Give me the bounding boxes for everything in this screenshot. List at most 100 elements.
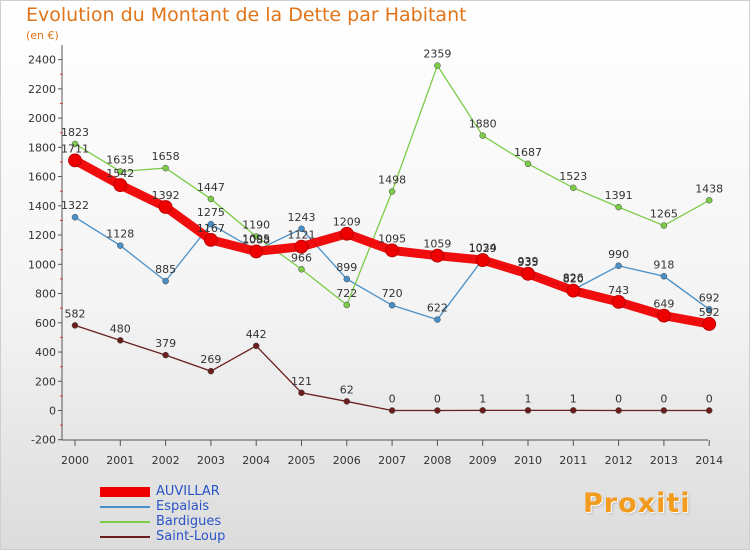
data-label-auvillar: 1711 [61, 142, 89, 155]
data-point-saint-loup [615, 407, 622, 414]
data-point-auvillar [113, 178, 128, 192]
x-tick-label: 2013 [650, 454, 678, 467]
data-label-espalais: 1322 [61, 199, 89, 212]
data-point-espalais [434, 316, 441, 323]
data-label-auvillar: 820 [563, 273, 584, 286]
data-point-espalais [615, 262, 622, 270]
y-tick-label: 600 [35, 317, 56, 330]
data-point-espalais [388, 301, 396, 309]
legend-item-espalais: Espalais [100, 499, 340, 514]
data-point-bardigues [434, 62, 441, 69]
y-tick-label: 2000 [28, 112, 56, 125]
data-label-bardigues: 1190 [242, 219, 270, 232]
data-point-auvillar [294, 239, 309, 254]
data-label-espalais: 990 [608, 248, 629, 261]
data-point-saint-loup [434, 407, 441, 414]
y-tick-label: 1400 [28, 200, 56, 213]
data-label-espalais: 720 [382, 287, 403, 300]
data-point-bardigues [343, 301, 351, 309]
data-point-auvillar [339, 226, 354, 241]
data-label-bardigues: 1635 [106, 153, 134, 166]
data-point-bardigues [71, 140, 79, 148]
data-point-saint-loup [162, 351, 169, 359]
data-point-espalais [660, 273, 668, 280]
data-point-saint-loup [524, 407, 532, 414]
data-point-auvillar [657, 308, 671, 323]
data-label-bardigues: 966 [291, 251, 312, 264]
data-label-bardigues: 1880 [469, 118, 497, 131]
data-point-espalais [117, 242, 124, 249]
data-label-saint-loup: 480 [110, 322, 131, 335]
y-tick-label: 1200 [28, 229, 56, 242]
x-tick-label: 2001 [106, 454, 134, 467]
x-tick-label: 2000 [61, 454, 89, 467]
data-point-saint-loup [252, 342, 260, 350]
data-point-auvillar [566, 283, 581, 298]
data-point-saint-loup [705, 407, 713, 414]
x-tick-label: 2002 [152, 454, 180, 467]
legend-swatch-espalais [100, 506, 150, 508]
legend-label-bardigues: Bardigues [156, 514, 222, 529]
data-point-bardigues [615, 203, 622, 211]
data-label-saint-loup: 0 [660, 393, 667, 406]
y-tick-label: 800 [35, 288, 56, 301]
chart-legend: AUVILLAR Espalais Bardigues Saint-Loup [100, 484, 340, 544]
data-label-saint-loup: 1 [479, 392, 486, 405]
data-label-espalais: 1275 [197, 206, 225, 219]
data-label-saint-loup: 1 [525, 392, 532, 405]
data-point-espalais [298, 225, 305, 233]
y-tick-label: -200 [31, 434, 56, 447]
data-label-espalais: 622 [427, 302, 448, 315]
x-tick-label: 2014 [695, 454, 723, 467]
data-point-auvillar [385, 243, 400, 258]
data-point-auvillar [68, 153, 82, 168]
data-point-auvillar [475, 253, 490, 267]
data-label-bardigues: 1498 [378, 173, 406, 186]
data-label-saint-loup: 0 [434, 393, 441, 406]
data-label-bardigues: 1265 [650, 208, 678, 221]
legend-item-saint-loup: Saint-Loup [100, 529, 340, 544]
data-point-bardigues [524, 160, 532, 168]
data-point-bardigues [252, 233, 260, 240]
data-label-saint-loup: 1 [570, 392, 577, 405]
data-point-saint-loup [207, 367, 215, 375]
legend-label-saint-loup: Saint-Loup [156, 529, 226, 544]
data-label-espalais: 1128 [106, 228, 134, 241]
data-label-saint-loup: 62 [340, 383, 354, 396]
data-label-bardigues: 1438 [695, 182, 723, 195]
data-label-auvillar: 1095 [378, 232, 406, 245]
data-label-saint-loup: 582 [65, 307, 86, 320]
data-point-bardigues [207, 195, 215, 203]
data-label-espalais: 826 [563, 272, 584, 285]
legend-swatch-saint-loup [100, 536, 150, 538]
data-label-espalais: 1095 [242, 232, 270, 245]
data-point-auvillar [702, 317, 717, 331]
data-point-saint-loup [479, 407, 486, 414]
legend-label-auvillar: AUVILLAR [156, 484, 220, 499]
y-tick-label: 400 [35, 346, 56, 359]
data-label-auvillar: 1088 [242, 233, 270, 246]
data-point-auvillar [158, 200, 173, 214]
data-label-espalais: 885 [155, 263, 176, 276]
chart-subtitle: (en €) [26, 29, 59, 42]
data-label-saint-loup: 442 [246, 328, 267, 341]
data-label-bardigues: 722 [336, 287, 357, 300]
x-tick-label: 2003 [197, 454, 225, 467]
x-tick-label: 2007 [378, 454, 406, 467]
data-point-bardigues [660, 222, 668, 229]
y-tick-label: 0 [49, 405, 56, 418]
legend-item-auvillar: AUVILLAR [100, 484, 340, 499]
data-label-bardigues: 2359 [423, 48, 451, 61]
data-point-espalais [162, 277, 169, 285]
data-point-saint-loup [388, 407, 396, 414]
legend-item-bardigues: Bardigues [100, 514, 340, 529]
legend-swatch-auvillar [100, 487, 150, 497]
data-point-auvillar [611, 294, 626, 309]
data-point-saint-loup [71, 322, 79, 329]
x-tick-label: 2005 [288, 454, 316, 467]
data-point-bardigues [117, 168, 124, 175]
data-point-bardigues [388, 188, 396, 195]
data-label-auvillar: 592 [699, 306, 720, 319]
